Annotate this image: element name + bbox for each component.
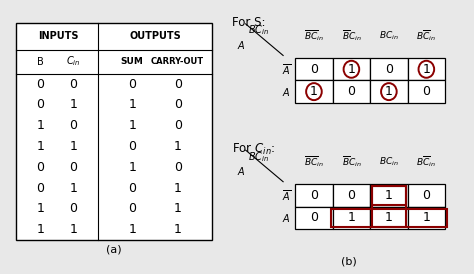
Text: 1: 1	[128, 98, 136, 111]
Bar	[408, 207, 445, 229]
Text: 1: 1	[385, 189, 393, 202]
Text: 0: 0	[347, 189, 356, 202]
Bar	[333, 207, 370, 229]
Text: $\overline{B}\overline{C}_{in}$: $\overline{B}\overline{C}_{in}$	[304, 28, 324, 43]
Bar	[333, 58, 370, 81]
Text: INPUTS: INPUTS	[38, 31, 79, 41]
Bar	[372, 186, 406, 227]
Text: 1: 1	[385, 211, 393, 224]
Bar	[408, 184, 445, 207]
Text: 0: 0	[173, 161, 182, 174]
Text: 1: 1	[174, 202, 182, 215]
Bar	[370, 184, 408, 207]
Bar	[333, 184, 370, 207]
Text: 1: 1	[36, 140, 45, 153]
Text: 0: 0	[69, 119, 77, 132]
Text: 0: 0	[69, 78, 77, 90]
Text: 1: 1	[310, 85, 318, 98]
Text: OUTPUTS: OUTPUTS	[129, 31, 181, 41]
Text: 0: 0	[69, 202, 77, 215]
Text: (a): (a)	[106, 245, 121, 255]
Text: 0: 0	[310, 211, 318, 224]
Text: 1: 1	[36, 119, 45, 132]
Bar	[333, 81, 370, 103]
Text: 1: 1	[347, 63, 356, 76]
Text: 0: 0	[347, 85, 356, 98]
Bar	[370, 81, 408, 103]
Text: 0: 0	[422, 85, 430, 98]
Text: B: B	[37, 57, 44, 67]
Text: For S:: For S:	[232, 16, 266, 29]
Text: SUM: SUM	[121, 57, 144, 66]
Bar	[295, 81, 333, 103]
Text: 1: 1	[69, 140, 77, 153]
Text: $\overline{A}$: $\overline{A}$	[282, 188, 292, 203]
Text: 0: 0	[310, 63, 318, 76]
Text: 1: 1	[422, 63, 430, 76]
Text: $C_{in}$: $C_{in}$	[66, 55, 81, 68]
Text: $A$: $A$	[283, 86, 291, 98]
Text: $BC_{in}$: $BC_{in}$	[379, 30, 399, 42]
Text: 1: 1	[36, 202, 45, 215]
Bar	[295, 207, 333, 229]
Text: 0: 0	[69, 161, 77, 174]
Text: 1: 1	[128, 161, 136, 174]
Text: 0: 0	[128, 78, 136, 90]
Text: 0: 0	[173, 98, 182, 111]
Bar	[295, 184, 333, 207]
Text: $BC_{in}$: $BC_{in}$	[248, 24, 270, 37]
Text: $\overline{A}$: $\overline{A}$	[282, 62, 292, 77]
Text: $BC_{in}$: $BC_{in}$	[248, 150, 270, 164]
Bar	[372, 186, 406, 205]
Bar	[370, 58, 408, 81]
Text: 0: 0	[422, 189, 430, 202]
Text: 0: 0	[128, 182, 136, 195]
Text: 1: 1	[69, 98, 77, 111]
Text: $\overline{B}C_{in}$: $\overline{B}C_{in}$	[341, 28, 361, 43]
Text: 1: 1	[36, 223, 45, 236]
Text: 0: 0	[310, 189, 318, 202]
Text: 1: 1	[174, 140, 182, 153]
Text: For $C_{in}$:: For $C_{in}$:	[232, 142, 275, 157]
Bar	[295, 58, 333, 81]
Bar	[408, 81, 445, 103]
Text: 0: 0	[36, 78, 45, 90]
Text: 0: 0	[36, 161, 45, 174]
Text: $\overline{B}C_{in}$: $\overline{B}C_{in}$	[341, 155, 361, 169]
Text: 0: 0	[173, 78, 182, 90]
Bar	[331, 209, 447, 227]
Text: $A$: $A$	[283, 212, 291, 224]
Text: $B\overline{C}_{in}$: $B\overline{C}_{in}$	[416, 28, 436, 43]
Text: 0: 0	[128, 202, 136, 215]
Text: CARRY-OUT: CARRY-OUT	[151, 57, 204, 66]
Text: $\overline{B}\overline{C}_{in}$: $\overline{B}\overline{C}_{in}$	[304, 155, 324, 169]
Text: 0: 0	[36, 182, 45, 195]
Text: $B\overline{C}_{in}$: $B\overline{C}_{in}$	[416, 155, 436, 169]
Text: 1: 1	[128, 223, 136, 236]
Text: $BC_{in}$: $BC_{in}$	[379, 156, 399, 168]
Text: 0: 0	[173, 119, 182, 132]
Text: 1: 1	[347, 211, 356, 224]
Text: 1: 1	[69, 223, 77, 236]
Text: 0: 0	[128, 140, 136, 153]
Text: 1: 1	[128, 119, 136, 132]
Bar	[370, 207, 408, 229]
Text: 1: 1	[174, 223, 182, 236]
Text: 1: 1	[69, 182, 77, 195]
Bar	[408, 58, 445, 81]
Text: $A$: $A$	[237, 39, 245, 51]
Text: 1: 1	[385, 85, 393, 98]
Text: (b): (b)	[340, 257, 356, 267]
Text: 1: 1	[174, 182, 182, 195]
Text: 0: 0	[385, 63, 393, 76]
Text: 1: 1	[422, 211, 430, 224]
Text: $A$: $A$	[237, 165, 245, 177]
Text: 0: 0	[36, 98, 45, 111]
